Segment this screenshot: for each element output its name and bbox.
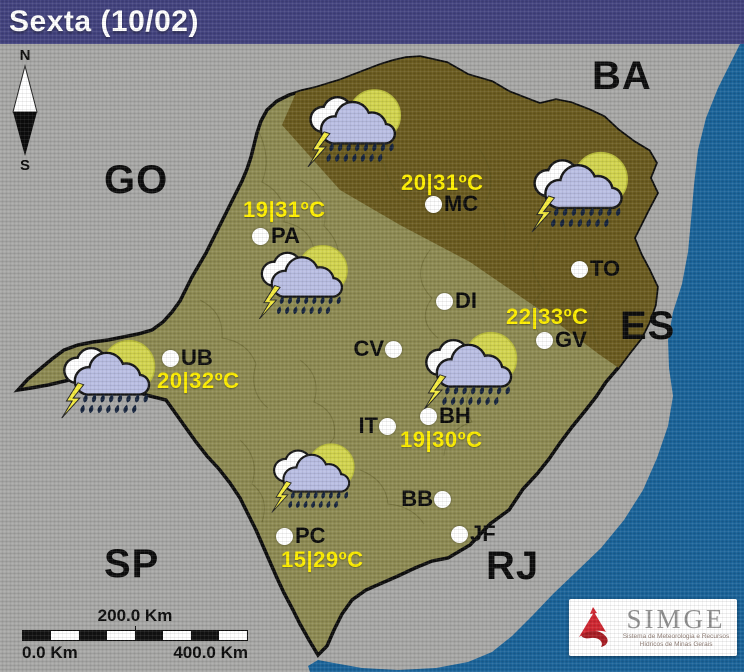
region-label-es: ES: [620, 304, 676, 348]
sun-rain-thunderstorm-icon: [54, 337, 167, 419]
compass-down-triangle: [13, 112, 37, 156]
compass-north-label: N: [20, 47, 31, 64]
city-dot: [434, 491, 451, 508]
sun-rain-thunderstorm-icon: [524, 149, 640, 233]
header-bar: Sexta (10/02): [0, 0, 744, 44]
city-label: TO: [590, 256, 621, 281]
city-label: BH: [439, 403, 471, 428]
sun-rain-thunderstorm-icon: [252, 243, 359, 319]
city-dot: [571, 261, 588, 278]
city-dot: [451, 526, 468, 543]
city-label: MC: [444, 191, 479, 216]
temperature-label-gv: 22|33ºC: [506, 304, 589, 329]
sun-rain-thunderstorm-icon: [299, 87, 414, 167]
city-label: JF: [470, 521, 496, 546]
ocean: [308, 36, 744, 672]
simge-logo: SIMGE Sistema de Meteorologia e Recursos…: [569, 599, 737, 656]
temperature-label-pa: 19|31ºC: [243, 197, 326, 222]
region-label-ba: BA: [592, 54, 652, 98]
temperature-label-pc: 15|29ºC: [281, 547, 364, 572]
city-dot: [162, 350, 179, 367]
city-dot: [385, 341, 402, 358]
temperature-label-mc: 20|31ºC: [401, 170, 484, 195]
page-title: Sexta (10/02): [9, 5, 199, 38]
sun-rain-thunderstorm-icon: [265, 441, 365, 513]
city-label: DI: [455, 288, 477, 313]
city-dot: [436, 293, 453, 310]
city-dot: [536, 332, 553, 349]
city-dot: [252, 228, 269, 245]
temperature-label-ub: 20|32ºC: [157, 368, 240, 393]
scale-mid-label: 200.0 Km: [97, 606, 173, 625]
city-label: PC: [295, 523, 326, 548]
city-label: IT: [358, 413, 378, 438]
city-dot: [276, 528, 293, 545]
region-label-rj: RJ: [486, 544, 540, 588]
temperature-label-bh: 19|30ºC: [400, 427, 483, 452]
city-label: GV: [555, 327, 587, 352]
simge-subtitle-line1: Sistema de Meteorologia e Recursos: [622, 632, 730, 640]
city-dot: [420, 408, 437, 425]
city-label: CV: [353, 336, 384, 361]
compass-north-arrow: N S: [12, 47, 38, 172]
scale-segments: [22, 626, 248, 641]
compass-south-label: S: [20, 157, 30, 172]
city-label: UB: [181, 345, 213, 370]
region-label-sp: SP: [104, 542, 160, 586]
region-label-go: GO: [104, 158, 169, 202]
city-dot: [425, 196, 442, 213]
map-scale-bar: 200.0 Km 0.0 Km 400.0 Km: [22, 606, 248, 663]
city-label: PA: [271, 223, 300, 248]
simge-logo-icon: [579, 606, 608, 647]
scale-start-label: 0.0 Km: [22, 643, 78, 662]
simge-subtitle-line2: Hídricos de Minas Gerais: [639, 641, 713, 648]
city-label: BB: [401, 486, 433, 511]
city-dot: [379, 418, 396, 435]
scale-end-label: 400.0 Km: [173, 643, 248, 662]
sun-rain-thunderstorm-icon: [416, 329, 529, 411]
scale-tick: [135, 626, 136, 631]
simge-logo-text: SIMGE: [626, 603, 726, 634]
